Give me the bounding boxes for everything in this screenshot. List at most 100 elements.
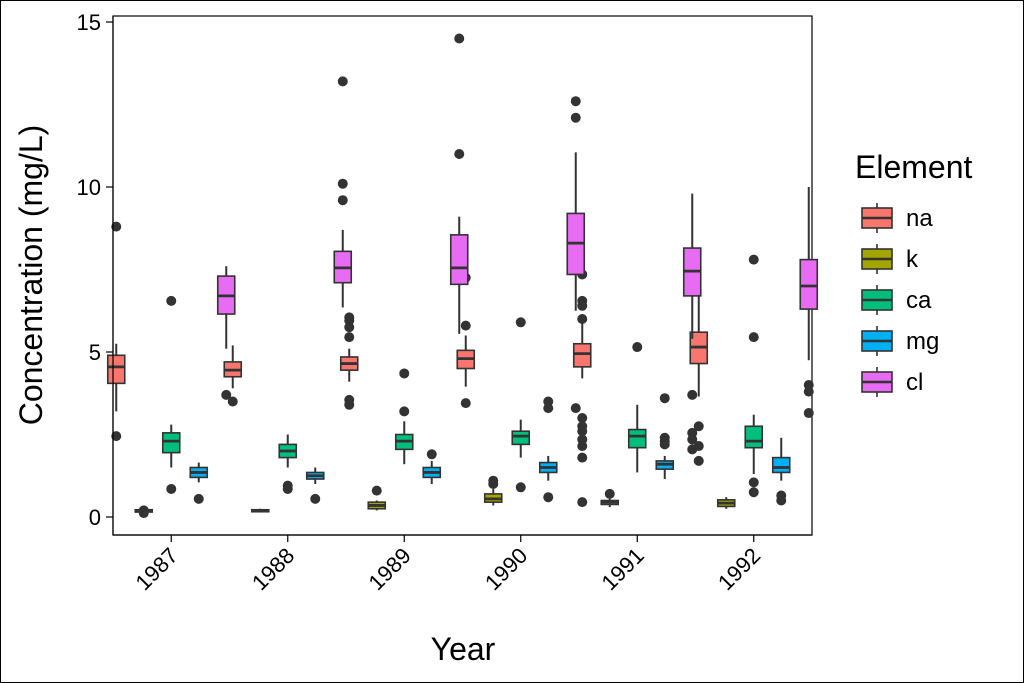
box-cl-1989 — [449, 33, 469, 334]
box-mg-1991 — [655, 393, 675, 480]
box-na-1990 — [456, 272, 476, 409]
box-body — [106, 354, 126, 385]
outlier-point — [337, 178, 348, 189]
outlier-point — [693, 455, 704, 466]
box-k-1989 — [367, 485, 387, 511]
box-mg-1988 — [305, 467, 325, 504]
box-ca-1988 — [278, 434, 298, 494]
outlier-point — [543, 492, 554, 503]
x-axis-title: Year — [431, 631, 496, 667]
outlier-point — [344, 332, 355, 343]
outlier-point — [803, 408, 814, 419]
box-ca-1992 — [744, 254, 764, 498]
outlier-point — [371, 485, 382, 496]
outlier-point — [166, 295, 177, 306]
legend-item-na: na — [861, 203, 933, 233]
outlier-point — [577, 452, 588, 463]
outlier-point — [748, 254, 759, 265]
x-axis: 1987 1988 1989 1990 1991 1992 — [113, 534, 812, 595]
box-mg-1989 — [422, 449, 442, 484]
outlier-point — [748, 477, 759, 488]
box-body — [744, 425, 764, 449]
outlier-point — [748, 487, 759, 498]
outlier-point — [454, 149, 465, 159]
outlier-point — [577, 413, 588, 423]
legend-label: na — [906, 205, 933, 232]
series-k — [134, 475, 736, 519]
series-cl — [216, 33, 819, 455]
legend-title: Element — [855, 149, 973, 185]
legend-item-k: k — [861, 244, 919, 274]
outlier-point — [193, 493, 204, 504]
outlier-point — [659, 439, 670, 450]
x-tick-label: 1990 — [480, 543, 532, 595]
series-na — [106, 221, 709, 508]
y-tick-label: 15 — [77, 10, 101, 35]
box-body — [449, 234, 469, 286]
y-tick-label: 0 — [89, 505, 101, 530]
box-body — [799, 258, 819, 310]
outlier-point — [138, 505, 149, 516]
outlier-point — [337, 195, 348, 206]
box-mg-1987 — [189, 462, 209, 504]
outlier-point — [687, 389, 698, 400]
legend-item-mg: mg — [861, 326, 939, 356]
box-body — [161, 432, 181, 454]
legend: Element na k ca mg cl — [855, 149, 973, 397]
box-cl-1992 — [799, 187, 819, 419]
box-k-1988 — [250, 508, 270, 513]
outlier-point — [344, 322, 355, 333]
outlier-point — [310, 493, 321, 504]
legend-label: cl — [906, 369, 923, 396]
outlier-point — [454, 33, 465, 44]
box-cl-1988 — [333, 76, 353, 308]
outlier-point — [748, 332, 759, 343]
x-tick-label: 1987 — [130, 543, 182, 595]
box-na-1987 — [106, 221, 126, 442]
box-ca-1989 — [394, 368, 414, 465]
box-k-1987 — [134, 505, 154, 519]
outlier-point — [659, 393, 670, 404]
box-ca-1987 — [161, 295, 181, 494]
series-mg — [189, 393, 791, 506]
y-axis-title: Concentration (mg/L) — [13, 125, 49, 426]
box-body — [771, 456, 791, 474]
box-na-1991 — [572, 269, 592, 508]
box-cl-1987 — [216, 266, 236, 400]
outlier-point — [604, 488, 615, 499]
box-mg-1990 — [538, 396, 558, 503]
legend-items: na k ca mg cl — [861, 203, 939, 397]
box-body — [572, 342, 592, 368]
x-tick-label: 1992 — [713, 543, 765, 595]
box-body — [511, 430, 531, 446]
outlier-point — [426, 449, 437, 460]
series-ca — [161, 254, 764, 498]
box-k-1992 — [716, 497, 736, 509]
outlier-point — [337, 76, 348, 87]
outlier-point — [632, 342, 643, 353]
outlier-point — [577, 426, 588, 437]
outlier-point — [687, 444, 698, 455]
outlier-point — [693, 421, 704, 432]
box-body — [627, 428, 647, 449]
outlier-point — [577, 300, 588, 311]
legend-item-ca: ca — [861, 285, 932, 315]
outlier-point — [460, 398, 471, 409]
legend-label: k — [906, 246, 919, 273]
outlier-point — [166, 483, 177, 494]
box-k-1990 — [483, 475, 503, 506]
box-ca-1991 — [627, 342, 647, 473]
box-cl-1990 — [566, 96, 586, 414]
outlier-point — [111, 431, 122, 442]
boxes-layer — [106, 33, 819, 519]
outlier-point — [577, 441, 588, 452]
outlier-point — [282, 483, 293, 494]
outlier-point — [543, 403, 554, 414]
box-na-1988 — [223, 345, 243, 407]
outlier-point — [577, 497, 588, 508]
outlier-point — [577, 314, 588, 324]
box-ca-1990 — [511, 317, 531, 493]
box-k-1991 — [600, 488, 620, 508]
outlier-point — [515, 317, 526, 328]
